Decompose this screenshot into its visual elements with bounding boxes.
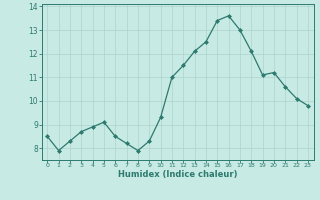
X-axis label: Humidex (Indice chaleur): Humidex (Indice chaleur) [118,170,237,179]
